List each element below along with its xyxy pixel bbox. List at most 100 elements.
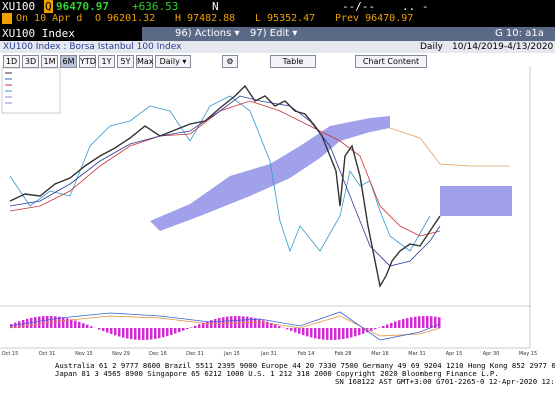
histogram-bar <box>414 316 417 328</box>
histogram-bar <box>134 328 137 340</box>
histogram-bar <box>174 328 177 334</box>
histogram-bar <box>294 328 297 333</box>
chart-content-button[interactable]: Chart Content <box>355 55 427 68</box>
histogram-bar <box>122 328 125 338</box>
histogram-bar <box>254 318 257 328</box>
histogram-bar <box>142 328 145 340</box>
histogram-bar <box>430 316 433 328</box>
histogram-bar <box>190 327 193 328</box>
x-tick-label: Feb 14 <box>298 351 315 357</box>
period-button[interactable]: 5Y <box>117 55 134 68</box>
histogram-bar <box>78 321 81 328</box>
price-line <box>9 84 441 288</box>
period-button[interactable]: 3D <box>22 55 39 68</box>
histogram-bar <box>310 328 313 338</box>
histogram-bar <box>346 328 349 339</box>
period-button[interactable]: 1Y <box>98 55 115 68</box>
chart: Oct 15 Oct 31 Nov 15 Nov 29 Dec 16 Dec 31 Jan … <box>0 66 537 357</box>
period-button[interactable]: 1D <box>3 55 20 68</box>
period-button[interactable]: YTD <box>79 55 96 68</box>
security-name: XU100 Index : Borsa Istanbul 100 Index <box>3 42 182 52</box>
frequency: Daily <box>420 42 443 52</box>
edit-menu[interactable]: 97) Edit ▾ <box>250 28 298 39</box>
histogram-bar <box>330 328 333 340</box>
x-tick-label: Nov 29 <box>112 351 130 357</box>
histogram-bar <box>146 328 149 340</box>
status-box <box>2 13 12 24</box>
histogram-bar <box>374 328 377 330</box>
legend-swatches <box>5 72 12 104</box>
period-button[interactable]: 6M <box>60 55 77 68</box>
dash: .. - <box>402 0 429 13</box>
histogram-bar <box>266 321 269 328</box>
histogram-bar <box>42 316 45 328</box>
x-tick-label: Dec 31 <box>186 351 204 357</box>
ichimoku-cloud <box>440 186 512 216</box>
histogram-bar <box>306 328 309 337</box>
time: --/-- <box>342 0 376 13</box>
x-tick-label: Feb 28 <box>335 351 352 357</box>
histogram-bar <box>350 328 353 338</box>
security[interactable]: XU100 Index <box>0 27 142 41</box>
signal-line <box>9 315 441 337</box>
histogram-bar <box>54 316 57 328</box>
histogram-bar <box>38 316 41 328</box>
histogram-bar <box>370 328 373 331</box>
histogram-bar <box>202 322 205 328</box>
histogram-bar <box>406 318 409 328</box>
flag: Q <box>44 0 53 13</box>
histogram-bar <box>114 328 117 336</box>
histogram-bar <box>166 328 169 337</box>
histogram-bar <box>290 328 293 331</box>
histogram-bar <box>234 316 237 328</box>
histogram-bar <box>118 328 121 337</box>
histogram-bar <box>342 328 345 340</box>
x-tick-label: Apr 30 <box>483 351 500 357</box>
histogram-bar <box>102 328 105 332</box>
histogram-bar <box>438 317 441 328</box>
histogram-bar <box>358 328 361 336</box>
histogram-bar <box>238 316 241 328</box>
x-tick-label: Nov 15 <box>75 351 93 357</box>
histogram-bar <box>402 319 405 328</box>
histogram-bar <box>98 328 101 330</box>
x-tick-label: Jan 15 <box>223 351 240 357</box>
footer-line: SN 168122 AST GMT+3:00 G701-2265-0 12-Ap… <box>335 377 555 386</box>
histogram-bar <box>410 317 413 328</box>
histogram-bar <box>162 328 165 338</box>
histogram-bar <box>274 324 277 328</box>
ichimoku-cloud <box>150 116 390 231</box>
base-line <box>9 100 441 237</box>
histogram-bar <box>366 328 369 333</box>
histogram-bar <box>138 328 141 340</box>
histogram-bar <box>154 328 157 339</box>
histogram-bar <box>258 319 261 328</box>
actions-menu[interactable]: 96) Actions ▾ <box>175 28 240 39</box>
histogram-bar <box>422 316 425 328</box>
date-range: 10/14/2019-4/13/2020 <box>452 42 554 52</box>
histogram-bar <box>70 319 73 328</box>
period-button[interactable]: Max <box>136 55 154 68</box>
frequency-dropdown[interactable]: Daily ▾ <box>155 55 191 68</box>
x-tick-label: Jan 31 <box>260 351 277 357</box>
last-price: 96470.97 <box>56 0 109 13</box>
x-tick-label: Oct 31 <box>39 351 56 357</box>
histogram-bar <box>242 316 245 328</box>
open: O 96201.32 <box>95 13 156 24</box>
histogram-bar <box>354 328 357 337</box>
table-button[interactable]: Table <box>270 55 316 68</box>
histogram-bar <box>338 328 341 340</box>
histogram-bar <box>314 328 317 339</box>
histogram-bar <box>82 323 85 328</box>
histogram-bar <box>130 328 133 340</box>
period-button[interactable]: 1M <box>41 55 58 68</box>
x-tick-label: Mar 31 <box>408 351 425 357</box>
histogram-bar <box>110 328 113 335</box>
histogram-bar <box>322 328 325 340</box>
lagging-span <box>9 95 431 253</box>
histogram-bar <box>390 322 393 328</box>
change: +636.53 <box>132 0 179 13</box>
histogram-bar <box>58 316 61 328</box>
n: N <box>212 0 219 13</box>
settings-button[interactable]: ⚙ <box>222 55 238 68</box>
